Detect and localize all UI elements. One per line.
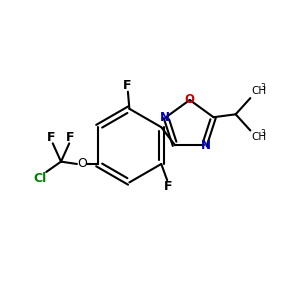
Text: O: O bbox=[77, 158, 87, 170]
Text: F: F bbox=[123, 79, 132, 92]
Text: F: F bbox=[47, 131, 56, 144]
Text: F: F bbox=[164, 180, 172, 193]
Text: N: N bbox=[201, 139, 211, 152]
Text: Cl: Cl bbox=[34, 172, 47, 185]
Text: F: F bbox=[66, 131, 75, 144]
Text: N: N bbox=[160, 111, 170, 124]
Text: CH: CH bbox=[251, 86, 267, 96]
Text: 3: 3 bbox=[260, 82, 265, 91]
Text: O: O bbox=[185, 93, 195, 106]
Text: CH: CH bbox=[251, 132, 267, 142]
Text: 3: 3 bbox=[260, 129, 265, 138]
